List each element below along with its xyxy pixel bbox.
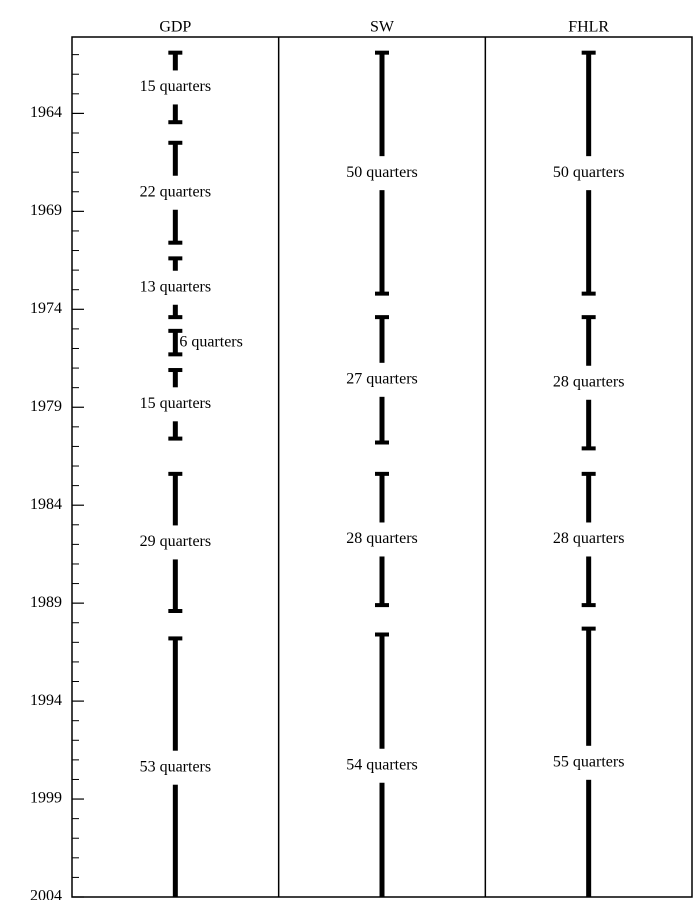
panel-title: SW [370, 19, 395, 36]
y-tick-label: 2004 [30, 888, 62, 900]
y-tick-label: 1994 [30, 692, 62, 709]
label-gap [374, 522, 390, 557]
y-tick-label: 1969 [30, 202, 62, 219]
segment-label: 50 quarters [553, 164, 625, 181]
segment-label: 15 quarters [140, 78, 212, 95]
segment-label: 13 quarters [140, 278, 212, 295]
label-gap [167, 750, 184, 785]
label-gap [167, 525, 184, 560]
label-gap [580, 522, 597, 557]
y-tick-label: 1984 [30, 496, 62, 513]
segment-label: 28 quarters [553, 373, 625, 390]
segment-label: 53 quarters [140, 758, 212, 775]
segment-label: 50 quarters [346, 164, 418, 181]
segment-label: 22 quarters [140, 183, 212, 200]
segment-label: 55 quarters [553, 753, 625, 770]
y-tick-label: 1979 [30, 398, 62, 415]
segment-label: 28 quarters [553, 530, 625, 547]
label-gap [374, 156, 390, 191]
segment-label: 15 quarters [140, 395, 212, 412]
segment-label: 29 quarters [140, 533, 212, 550]
segment-label: 54 quarters [346, 756, 418, 773]
label-gap [167, 175, 184, 210]
panel-title: FHLR [568, 19, 609, 36]
segment-label: 27 quarters [346, 370, 418, 387]
y-tick-label: 1999 [30, 790, 62, 807]
label-gap [580, 745, 597, 780]
panel-title: GDP [159, 19, 191, 36]
segment-label: 28 quarters [346, 530, 418, 547]
label-gap [374, 748, 390, 783]
label-gap [580, 156, 597, 191]
y-tick-label: 1989 [30, 594, 62, 611]
segment-label: 6 quarters [179, 333, 243, 350]
y-tick-label: 1974 [30, 300, 62, 317]
label-gap [580, 365, 597, 400]
label-gap [167, 387, 184, 422]
label-gap [374, 362, 390, 397]
y-tick-label: 1964 [30, 104, 62, 121]
label-gap [167, 70, 184, 105]
label-gap [167, 270, 184, 305]
